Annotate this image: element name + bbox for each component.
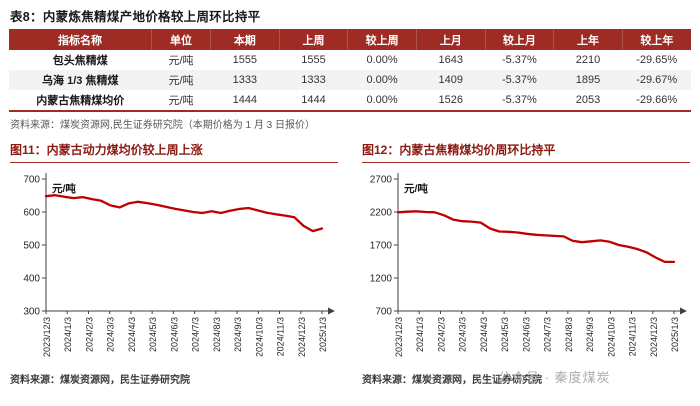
x-axis-arrow-icon [680,307,687,315]
value-cell: -5.37% [501,54,537,66]
table-source-note: 资料来源：煤炭资源网,民生证券研究院（本期价格为 1 月 3 日报价） [10,120,316,131]
x-tick-label: 2024/7/3 [543,317,553,352]
value-cell: 元/吨 [168,55,194,67]
table-row: 包头焦精煤 元/吨 1555 1555 0.00% 1643 -5.37% 2210 -29.6… [9,50,691,70]
chart-panel-coking-coal: 图12：内蒙古焦精煤均价周环比持平 700 1200 1700 2200 2700 202… [362,140,690,386]
x-tick-label: 2024/8/3 [212,317,222,352]
series-line [396,210,676,264]
y-tick-label: 2700 [370,175,393,186]
chart-panel-thermal-coal: 图11：内蒙古动力煤均价较上周上涨 300 400 500 600 700 2023/12… [10,140,338,386]
column-header: 上月 [416,29,486,50]
chart-title: 图11：内蒙古动力煤均价较上周上涨 [10,140,338,163]
x-tick-label: 2024/3/3 [106,317,116,352]
column-header: 较上年 [622,29,691,50]
charts-row: 图11：内蒙古动力煤均价较上周上涨 300 400 500 600 700 2023/12… [0,131,700,386]
value-cell: -5.37% [501,94,537,106]
y-tick-label: 700 [23,175,40,186]
column-header: 上年 [553,29,623,50]
y-tick-label: 500 [23,241,40,252]
x-tick-label: 2024/2/3 [84,317,94,352]
x-tick-label: 2024/11/3 [276,317,286,356]
y-tick-label: 300 [23,307,40,318]
chart-title: 图12：内蒙古焦精煤均价周环比持平 [362,140,690,163]
y-tick-label: 400 [23,274,40,285]
column-header: 指标名称 [9,29,152,50]
x-tick-label: 2024/4/3 [479,317,489,352]
column-header: 较上周 [347,29,417,50]
x-tick-label: 2024/5/3 [500,317,510,352]
y-tick-label: 700 [375,307,392,318]
table-title: 表8：内蒙炼焦精煤产地价格较上周环比持平 [10,10,261,24]
report-page: 表8：内蒙炼焦精煤产地价格较上周环比持平 指标名称 单位 本期 上周 较上周 上月 较上月上… [0,6,700,386]
x-axis-arrow-icon [328,307,335,315]
x-tick-label: 2024/1/3 [415,317,425,352]
series-line [44,194,324,233]
x-tick-label: 2024/1/3 [63,317,73,352]
x-tick-label: 2024/11/3 [628,317,638,356]
indicator-name-cell: 乌海 1/3 焦精煤 [9,70,152,90]
x-tick-label: 2023/12/3 [394,317,404,357]
value-cell: 1409 [416,70,486,90]
x-tick-label: 2024/5/3 [148,317,158,352]
value-cell: 1643 [438,54,463,66]
value-cell: 2210 [575,54,601,66]
x-tick-label: 2024/8/3 [564,317,574,352]
x-tick-label: 2024/7/3 [191,317,201,352]
price-table-body: 包头焦精煤 元/吨 1555 1555 0.00% 1643 -5.37% 2210 -29.6… [9,50,691,111]
x-tick-label: 2024/3/3 [458,317,468,352]
value-cell: 0.00% [366,54,398,66]
value-cell: 1555 [232,54,258,66]
column-header: 较上月 [485,29,555,50]
watermark: 公众号 · 秦度煤炭 [498,370,611,385]
indicator-name-cell: 内蒙古焦精煤均价 [36,95,125,107]
value-cell: 0.00% [347,70,417,90]
table-row: 乌海 1/3 焦精煤 元/吨 1333 1333 0.00% 1409 -5.37% 1895… [9,70,691,90]
value-cell: 1526 [438,94,463,106]
coking-coal-price-chart: 700 1200 1700 2200 2700 2023/12/3 2024/1/3 2024… [370,173,687,357]
value-cell: 1444 [232,94,258,106]
table-row: 内蒙古焦精煤均价 元/吨 1444 1444 0.00% 1526 -5.37% 2053 -2… [9,90,691,111]
x-tick-label: 2024/9/3 [233,317,243,352]
value-cell: 1895 [553,70,623,90]
value-cell: 元/吨 [168,95,194,107]
chart-source-note: 资料来源：煤炭资源网，民生证券研究院 [362,375,542,386]
y-tick-label: 1200 [370,274,393,285]
indicator-name-cell: 包头焦精煤 [52,55,108,67]
x-tick-label: 2025/1/3 [318,317,328,352]
x-tick-label: 2024/10/3 [254,317,264,357]
value-cell: 元/吨 [151,70,211,90]
value-cell: -29.65% [636,54,678,66]
x-tick-label: 2024/2/3 [436,317,446,352]
y-tick-label: 600 [23,208,40,219]
value-cell: 0.00% [366,94,398,106]
column-header: 单位 [151,29,211,50]
price-table-header-row: 指标名称 单位 本期 上周 较上周 上月 较上月 上年 较上年 [9,29,691,50]
x-tick-label: 2024/9/3 [585,317,595,352]
x-tick-label: 2024/10/3 [606,317,616,357]
x-tick-label: 2023/12/3 [42,317,52,357]
y-axis-unit-label: 元/吨 [52,182,76,195]
price-table: 指标名称 单位 本期 上周 较上周 上月 较上月 上年 较上年 包头焦精煤 元/吨 1555 1555… [9,29,691,112]
x-tick-label: 2024/12/3 [649,317,659,357]
x-tick-label: 2024/4/3 [127,317,137,352]
thermal-coal-price-chart: 300 400 500 600 700 2023/12/3 2024/1/3 2024/2/3… [23,173,335,357]
chart-source-note: 资料来源：煤炭资源网，民生证券研究院 [10,375,190,386]
y-tick-label: 1700 [370,241,393,252]
value-cell: 1333 [279,70,348,90]
value-cell: 1444 [301,94,326,106]
value-cell: -5.37% [485,70,554,90]
value-cell: -29.66% [636,94,678,106]
y-tick-label: 2200 [370,208,393,219]
y-axis-unit-label: 元/吨 [404,182,428,195]
value-cell: 1333 [210,70,280,90]
column-header: 本期 [210,29,280,50]
column-header: 上周 [279,29,349,50]
value-cell: 1555 [301,54,326,66]
x-tick-label: 2024/6/3 [521,317,531,352]
value-cell: 2053 [575,94,601,106]
x-tick-label: 2024/6/3 [169,317,179,352]
x-tick-label: 2024/12/3 [297,317,307,357]
value-cell: -29.67% [622,70,691,90]
x-tick-label: 2025/1/3 [670,317,680,352]
